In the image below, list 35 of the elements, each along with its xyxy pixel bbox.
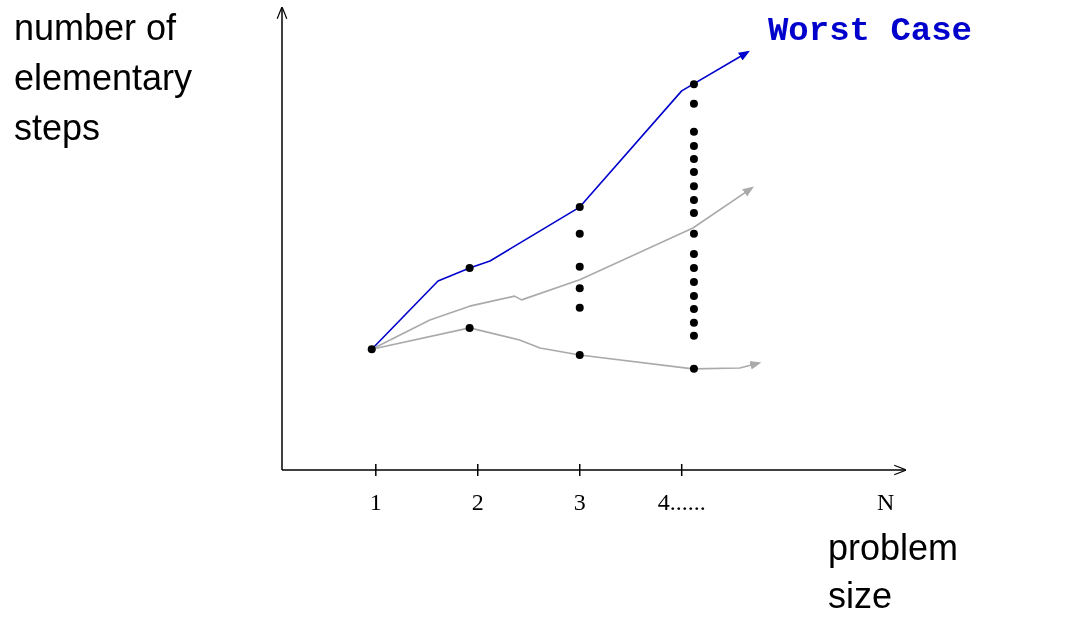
x-axis-title: problem size [828, 527, 959, 616]
point [689, 127, 698, 136]
point [689, 292, 698, 301]
point [689, 80, 698, 89]
point [689, 277, 698, 286]
point [689, 99, 698, 108]
point [575, 203, 584, 212]
point [689, 208, 698, 217]
x-tick-label: 3 [573, 489, 586, 515]
point [689, 318, 698, 327]
point [689, 331, 698, 340]
series-label: Worst Case [767, 12, 973, 50]
point [689, 305, 698, 314]
point [689, 155, 698, 164]
x-tick-label: 4...... [657, 489, 706, 515]
point [689, 182, 698, 191]
point [689, 167, 698, 176]
point [575, 262, 584, 271]
point [465, 264, 474, 273]
point [689, 195, 698, 204]
point [367, 345, 376, 354]
x-tick-label: 2 [471, 489, 484, 515]
point [575, 229, 584, 238]
point [575, 284, 584, 293]
point [465, 323, 474, 332]
point [689, 229, 698, 238]
x-tick-label: N [876, 489, 895, 515]
point [575, 351, 584, 360]
y-axis-title: number of elementary steps [14, 7, 193, 148]
point [689, 364, 698, 373]
point [689, 249, 698, 258]
point [689, 142, 698, 151]
x-tick-label: 1 [369, 489, 382, 515]
point [575, 303, 584, 312]
point [689, 264, 698, 273]
